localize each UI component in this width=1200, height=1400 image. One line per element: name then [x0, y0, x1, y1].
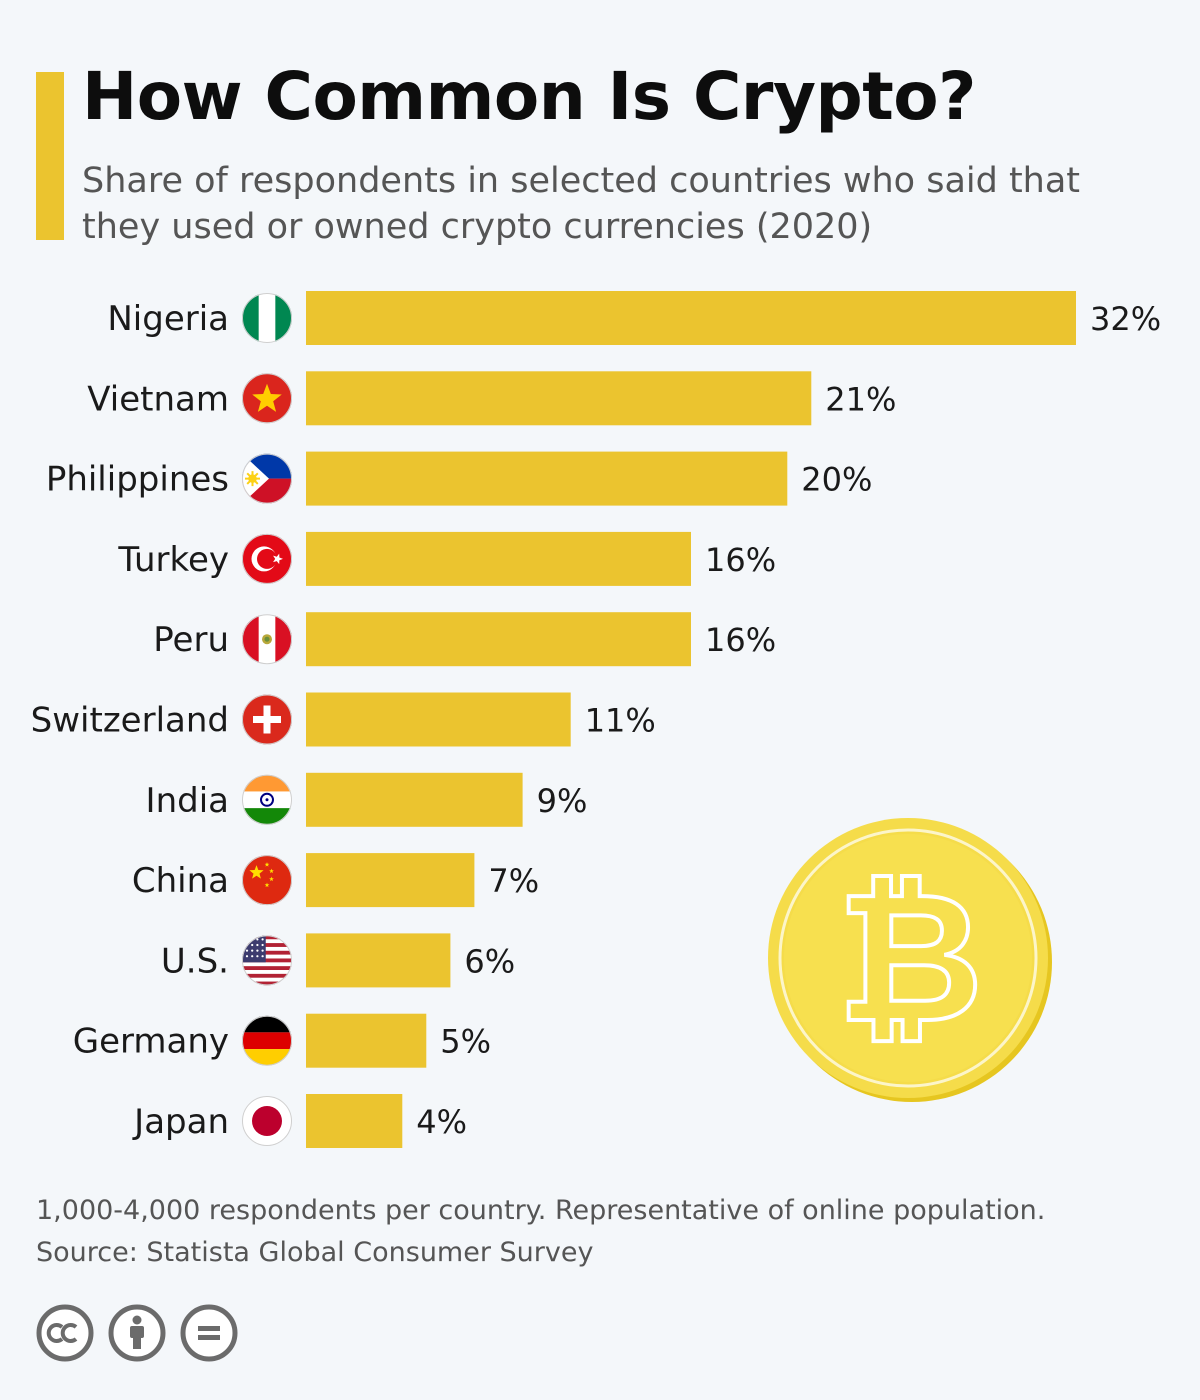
china-flag-icon [242, 855, 292, 906]
bar-1 [306, 371, 812, 426]
value-label: 11% [585, 702, 656, 740]
value-label: 16% [705, 621, 776, 659]
value-label: 6% [464, 942, 515, 980]
category-label: Germany [73, 1022, 229, 1062]
category-label: Nigeria [107, 299, 229, 339]
switzerland-flag-icon [242, 694, 292, 745]
footnote-source: Source: Statista Global Consumer Survey [36, 1237, 594, 1268]
chart-subtitle: Share of respondents in selected countri… [82, 161, 1081, 247]
category-label: Peru [153, 620, 229, 660]
category-label: Switzerland [31, 701, 229, 741]
japan-flag-icon [242, 1096, 292, 1146]
bar-4 [306, 612, 691, 667]
category-label: U.S. [161, 941, 229, 981]
category-label: Philippines [46, 460, 229, 500]
value-label: 4% [416, 1103, 467, 1141]
vietnam-flag-icon [242, 373, 292, 424]
footnote: 1,000-4,000 respondents per country. Rep… [36, 1190, 1045, 1274]
value-label: 5% [440, 1023, 491, 1061]
svg-text:₿: ₿ [837, 854, 984, 1063]
value-label: 21% [825, 380, 896, 418]
footnote-note: 1,000-4,000 respondents per country. Rep… [36, 1195, 1046, 1226]
bar-9 [306, 1013, 427, 1068]
category-label: Japan [132, 1102, 229, 1142]
bar-10 [306, 1094, 403, 1148]
value-label: 20% [801, 461, 872, 499]
bar-chart: Nigeria 32% Vietnam 21% Philippines 20% Turkey… [31, 291, 1161, 1148]
bitcoin-coin-icon: ₿ [768, 818, 1052, 1102]
bar-6 [306, 772, 523, 827]
no-derivatives-icon [180, 1304, 238, 1362]
bar-8 [306, 933, 451, 988]
cc-icon [36, 1304, 94, 1362]
category-label: China [132, 861, 229, 901]
category-label: Turkey [117, 540, 229, 580]
value-label: 9% [537, 782, 588, 820]
accent-bar [36, 72, 64, 240]
bar-0 [306, 291, 1076, 345]
turkey-flag-icon [242, 533, 292, 584]
value-label: 16% [705, 541, 776, 579]
bar-7 [306, 853, 475, 908]
bar-5 [306, 692, 571, 747]
value-label: 32% [1090, 300, 1161, 338]
chart-title: How Common Is Crypto? [82, 58, 976, 135]
category-label: India [146, 781, 229, 821]
license-icons [36, 1304, 238, 1362]
bar-3 [306, 531, 691, 586]
us-flag-icon [242, 935, 292, 986]
attribution-icon [108, 1304, 166, 1362]
category-label: Vietnam [87, 379, 229, 419]
value-label: 7% [488, 862, 539, 900]
bar-2 [306, 451, 788, 506]
